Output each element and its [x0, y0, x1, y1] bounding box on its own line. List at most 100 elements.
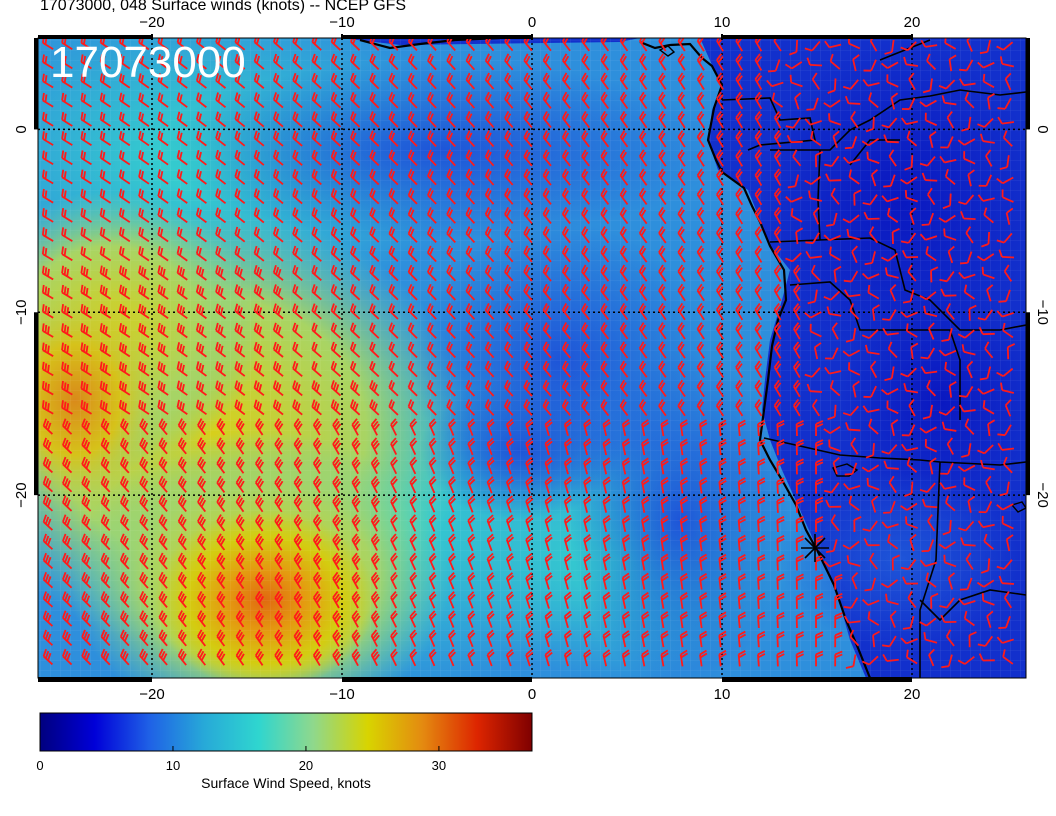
wind-barb: [735, 72, 744, 91]
wind-barb: [350, 53, 361, 71]
wind-barb: [311, 188, 322, 205]
wind-barb: [965, 226, 974, 244]
wind-barb: [350, 72, 361, 90]
wind-barb: [504, 130, 514, 148]
wind-barb: [465, 53, 476, 71]
wind-barb: [118, 246, 131, 262]
wind-barb: [987, 92, 995, 110]
wind-barb: [330, 92, 342, 109]
wind-barb: [806, 57, 823, 67]
wind-barb: [958, 194, 975, 206]
wind-barb: [997, 116, 1015, 125]
wind-barb: [639, 110, 648, 129]
wind-barb: [735, 206, 744, 225]
wind-barb: [272, 226, 284, 243]
wind-barb: [754, 110, 763, 129]
wind-barb: [61, 131, 73, 146]
lat-tick-label-right: 0: [1034, 125, 1051, 133]
wind-barb: [234, 130, 246, 147]
wind-barb: [696, 91, 705, 110]
wind-barb: [138, 188, 150, 204]
wind-barb: [978, 174, 993, 187]
wind-barb: [561, 149, 571, 167]
wind-barb: [938, 214, 956, 223]
wind-barb: [581, 226, 590, 244]
wind-barb: [977, 117, 994, 128]
wind-barb: [138, 207, 150, 223]
wind-barb: [827, 78, 837, 94]
wind-barb: [941, 95, 957, 106]
wind-barb: [484, 226, 495, 244]
wind-barb: [853, 189, 862, 206]
wind-barb: [523, 206, 533, 224]
wind-barb: [446, 130, 456, 148]
wind-barb: [542, 245, 552, 263]
wind-barbs: [41, 38, 1016, 669]
wind-barb: [735, 91, 744, 110]
wind-barb: [234, 73, 246, 89]
wind-barb: [272, 92, 284, 109]
wind-barb: [465, 187, 476, 205]
wind-barb: [946, 110, 955, 129]
wind-barb: [977, 61, 995, 69]
wind-barb: [658, 72, 667, 90]
wind-barb: [773, 110, 782, 129]
wind-barb: [982, 73, 995, 89]
wind-barb: [883, 174, 896, 188]
wind-barb: [716, 149, 724, 167]
wind-barb: [195, 226, 207, 243]
lon-tick-label-bottom: 10: [714, 686, 731, 703]
wind-barb: [716, 168, 724, 186]
wind-barb: [388, 111, 399, 128]
wind-barb: [195, 92, 207, 108]
wind-barb: [754, 168, 763, 187]
wind-barb: [215, 169, 227, 185]
wind-barb: [61, 188, 73, 204]
wind-barb: [446, 111, 456, 128]
wind-barb: [862, 79, 880, 87]
wind-barb: [311, 53, 322, 70]
wind-barb: [677, 149, 686, 167]
colorbar-label: Surface Wind Speed, knots: [201, 775, 371, 791]
wind-barb: [61, 208, 73, 223]
wind-barb: [157, 188, 169, 204]
wind-barb: [658, 245, 667, 263]
wind-barb: [253, 169, 265, 185]
wind-barb: [806, 97, 819, 111]
wind-barb: [999, 155, 1010, 171]
wind-barb: [754, 226, 763, 244]
wind-barb: [157, 207, 169, 224]
figure-title: 17073000, 048 Surface winds (knots) -- N…: [40, 0, 407, 14]
wind-barb: [388, 168, 399, 186]
wind-barb: [677, 91, 686, 110]
wind-barb: [427, 72, 437, 90]
wind-barb: [677, 72, 686, 90]
wind-barb: [118, 130, 131, 147]
wind-barb: [804, 118, 822, 126]
wind-barb: [504, 149, 514, 167]
wind-speed-field: [38, 38, 1026, 678]
wind-barb: [118, 188, 131, 204]
wind-barb: [996, 232, 1013, 244]
wind-barb: [619, 149, 629, 167]
wind-barb: [176, 73, 188, 89]
wind-barb: [600, 149, 610, 167]
wind-barb: [195, 149, 207, 166]
wind-barb: [292, 245, 303, 262]
wind-barb: [215, 245, 227, 262]
wind-barb: [215, 73, 227, 89]
wind-barb: [658, 187, 667, 206]
lon-tick-label-bottom: 0: [528, 686, 536, 703]
wind-barb: [272, 130, 284, 147]
wind-barb: [999, 56, 1015, 68]
wind-barb: [829, 246, 841, 261]
wind-barb: [118, 150, 131, 166]
wind-barb: [906, 130, 918, 147]
wind-barb: [61, 227, 73, 242]
wind-barb: [369, 168, 380, 186]
wind-barb: [446, 245, 456, 263]
wind-barb: [118, 227, 131, 243]
wind-barb: [600, 110, 610, 129]
wind-barb: [619, 91, 629, 110]
lon-tick-label-top: −10: [329, 14, 354, 31]
